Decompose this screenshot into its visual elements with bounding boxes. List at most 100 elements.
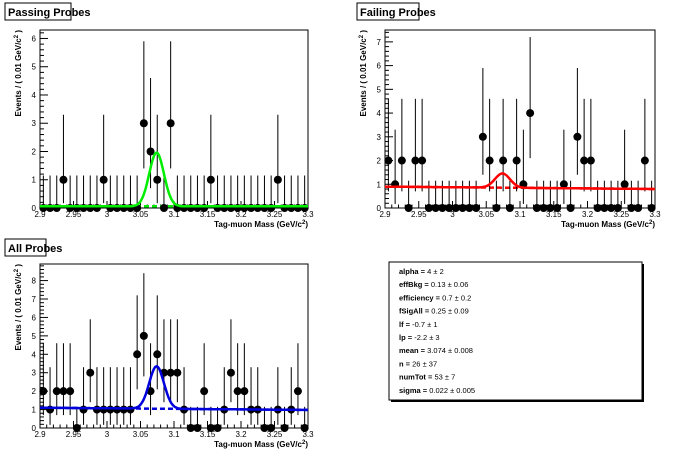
y-tick-label: 3 <box>377 133 382 142</box>
y-axis-label: Events / ( 0.01 GeV/c2 ) <box>14 30 23 117</box>
y-tick-label: 3 <box>32 119 37 128</box>
param-lp: lp = -2.2 ± 3 <box>399 333 440 342</box>
data-point <box>240 387 249 396</box>
param-alpha: alpha = 4 ± 2 <box>399 267 444 276</box>
data-point <box>146 147 155 156</box>
data-point <box>139 119 148 128</box>
total-fit-curve <box>384 172 655 191</box>
data-point <box>226 368 235 377</box>
data-point <box>451 204 460 212</box>
data-point <box>539 204 548 212</box>
data-point <box>593 204 602 212</box>
data-point <box>607 204 616 212</box>
y-tick-label: 6 <box>32 34 37 43</box>
x-tick-label: 3.2 <box>235 430 247 439</box>
y-tick-label: 1 <box>32 406 37 415</box>
data-point <box>438 204 447 212</box>
x-tick-label: 3.05 <box>133 210 149 219</box>
data-point <box>153 350 162 359</box>
data-point <box>634 204 643 212</box>
x-tick-label: 3.25 <box>267 430 283 439</box>
y-tick-label: 0 <box>377 204 382 213</box>
x-tick-label: 2.9 <box>34 430 46 439</box>
data-point <box>133 350 142 359</box>
data-point <box>267 424 276 432</box>
param-fSigAll: fSigAll = 0.25 ± 0.09 <box>399 307 469 316</box>
y-tick-label: 7 <box>377 38 382 47</box>
params-box-frame <box>388 261 643 401</box>
y-axis-label: Events / ( 0.01 GeV/c2 ) <box>14 264 23 351</box>
data-point <box>580 156 589 165</box>
x-tick-label: 3.3 <box>649 210 661 219</box>
param-n: n = 26 ± 37 <box>399 359 437 368</box>
y-tick-label: 4 <box>32 350 37 359</box>
chart-title: All Probes <box>8 243 62 255</box>
x-tick-label: 2.95 <box>66 210 82 219</box>
y-tick-label: 0 <box>32 204 37 213</box>
data-point <box>566 204 575 212</box>
y-tick-label: 3 <box>32 369 37 378</box>
x-tick-label: 3.3 <box>302 430 314 439</box>
plot-frame <box>39 263 309 429</box>
data-point <box>206 175 215 184</box>
data-point <box>586 156 595 165</box>
data-point <box>472 204 481 212</box>
x-tick-label: 3 <box>450 210 455 219</box>
data-point <box>445 204 454 212</box>
data-point <box>99 175 108 184</box>
data-point <box>397 156 406 165</box>
x-tick-label: 3.05 <box>133 430 149 439</box>
data-point <box>233 387 242 396</box>
data-point <box>465 204 474 212</box>
data-point <box>424 204 433 212</box>
y-tick-label: 8 <box>32 277 37 286</box>
data-point <box>553 204 562 212</box>
data-point <box>458 204 467 212</box>
y-tick-label: 5 <box>32 63 37 72</box>
total-fit-curve <box>40 364 308 412</box>
y-tick-label: 0 <box>32 424 37 433</box>
y-tick-label: 5 <box>377 85 382 94</box>
data-point <box>59 175 68 184</box>
y-tick-label: 6 <box>377 62 382 71</box>
chart-title-box <box>4 238 47 257</box>
plot-frame <box>39 29 309 209</box>
data-point <box>66 387 75 396</box>
y-tick-label: 7 <box>32 295 37 304</box>
data-point <box>559 180 568 189</box>
data-point <box>300 424 309 432</box>
y-tick-label: 1 <box>32 176 37 185</box>
x-tick-label: 3.05 <box>478 210 494 219</box>
param-lf: lf = -0.7 ± 1 <box>399 320 438 329</box>
data-point <box>411 156 420 165</box>
data-point <box>418 156 427 165</box>
x-tick-label: 3.15 <box>200 430 216 439</box>
data-point <box>273 175 282 184</box>
total-fit-curve <box>40 151 308 208</box>
data-point <box>280 424 289 432</box>
data-point <box>139 331 148 340</box>
data-point <box>59 387 68 396</box>
x-tick-label: 3.1 <box>514 210 526 219</box>
data-point <box>159 204 168 212</box>
data-point <box>206 424 215 432</box>
param-efficiency: efficiency = 0.7 ± 0.2 <box>399 293 471 302</box>
param-effBkg: effBkg = 0.13 ± 0.06 <box>399 280 468 289</box>
x-tick-label: 3.2 <box>235 210 247 219</box>
data-point <box>200 387 209 396</box>
passing-probes-chart: Passing Probes 0 1 2 3 4 5 6 2.9 2.95 3 3.05 3.1 3.15… <box>4 2 314 229</box>
plot-frame <box>384 29 656 209</box>
x-tick-label: 3.1 <box>168 430 180 439</box>
x-tick-label: 3.25 <box>267 210 283 219</box>
data-point <box>431 204 440 212</box>
y-tick-label: 6 <box>32 313 37 322</box>
param-mean: mean = 3.074 ± 0.008 <box>399 346 473 355</box>
data-point <box>620 180 629 189</box>
data-point <box>613 204 622 212</box>
chart-title: Passing Probes <box>8 7 91 19</box>
chart-title-box <box>4 2 72 21</box>
data-point <box>293 387 302 396</box>
data-point <box>627 204 636 212</box>
fit-parameters-box: alpha = 4 ± 2 effBkg = 0.13 ± 0.06 efficie… <box>388 261 644 402</box>
